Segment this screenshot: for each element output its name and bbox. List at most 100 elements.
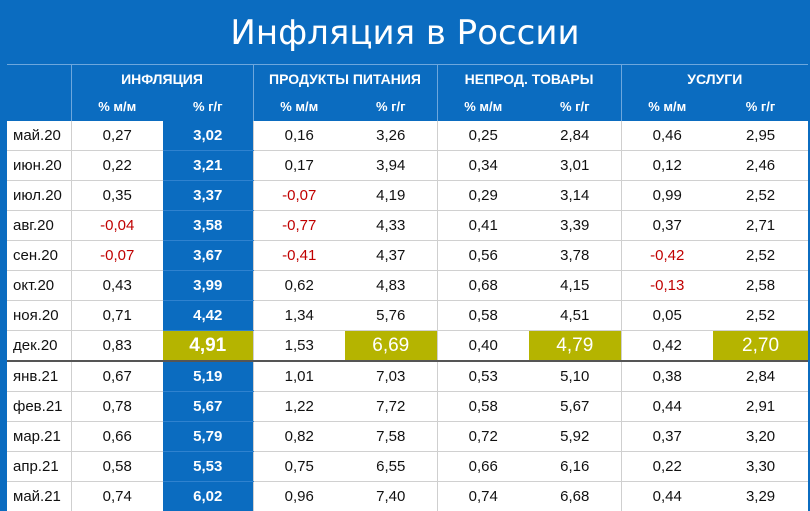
value-cell: 1,34: [253, 301, 345, 331]
inflation-table: ИНФЛЯЦИЯ ПРОДУКТЫ ПИТАНИЯ НЕПРОД. ТОВАРЫ…: [7, 64, 808, 511]
value-cell: 0,17: [253, 151, 345, 181]
row-label: ноя.20: [7, 301, 71, 331]
value-cell: 0,43: [71, 271, 163, 301]
value-cell: 2,58: [713, 271, 808, 301]
value-cell: 5,19: [163, 361, 253, 392]
value-cell: 6,02: [163, 482, 253, 511]
value-cell: -0,07: [71, 241, 163, 271]
sub-header-row: % м/м % г/г % м/м % г/г % м/м % г/г % м/…: [7, 92, 808, 121]
value-cell: 6,16: [529, 452, 621, 482]
value-cell: 0,74: [437, 482, 529, 511]
value-cell: 0,37: [621, 211, 713, 241]
value-cell: 0,53: [437, 361, 529, 392]
value-cell: 3,37: [163, 181, 253, 211]
sub-header-cell: % м/м: [253, 92, 345, 121]
value-cell: 4,79: [529, 331, 621, 362]
value-cell: 3,39: [529, 211, 621, 241]
value-cell: 5,10: [529, 361, 621, 392]
group-header-services: УСЛУГИ: [621, 65, 808, 93]
value-cell: -0,07: [253, 181, 345, 211]
group-header-row: ИНФЛЯЦИЯ ПРОДУКТЫ ПИТАНИЯ НЕПРОД. ТОВАРЫ…: [7, 65, 808, 93]
value-cell: 4,91: [163, 331, 253, 362]
value-cell: -0,41: [253, 241, 345, 271]
value-cell: 3,29: [713, 482, 808, 511]
value-cell: 6,55: [345, 452, 437, 482]
group-header-nonfood: НЕПРОД. ТОВАРЫ: [437, 65, 621, 93]
value-cell: 0,44: [621, 482, 713, 511]
row-label: окт.20: [7, 271, 71, 301]
row-label: авг.20: [7, 211, 71, 241]
value-cell: 0,83: [71, 331, 163, 362]
value-cell: 0,99: [621, 181, 713, 211]
value-cell: 3,14: [529, 181, 621, 211]
value-cell: 5,92: [529, 422, 621, 452]
value-cell: 0,44: [621, 392, 713, 422]
value-cell: 0,22: [71, 151, 163, 181]
row-label: дек.20: [7, 331, 71, 362]
value-cell: 6,69: [345, 331, 437, 362]
value-cell: 0,25: [437, 121, 529, 151]
value-cell: 0,40: [437, 331, 529, 362]
value-cell: 2,52: [713, 301, 808, 331]
value-cell: 5,79: [163, 422, 253, 452]
value-cell: 5,67: [529, 392, 621, 422]
value-cell: 1,53: [253, 331, 345, 362]
row-label: июн.20: [7, 151, 71, 181]
value-cell: 2,84: [529, 121, 621, 151]
value-cell: 3,99: [163, 271, 253, 301]
value-cell: -0,04: [71, 211, 163, 241]
value-cell: 0,41: [437, 211, 529, 241]
row-label: янв.21: [7, 361, 71, 392]
sub-header-cell: % м/м: [437, 92, 529, 121]
value-cell: 5,67: [163, 392, 253, 422]
corner-cell: [7, 65, 71, 93]
value-cell: 0,67: [71, 361, 163, 392]
value-cell: -0,42: [621, 241, 713, 271]
page-title: Инфляция в России: [0, 0, 810, 64]
sub-header-cell: % г/г: [345, 92, 437, 121]
value-cell: 0,46: [621, 121, 713, 151]
value-cell: 2,91: [713, 392, 808, 422]
value-cell: 4,83: [345, 271, 437, 301]
value-cell: 0,34: [437, 151, 529, 181]
sub-header-cell: % г/г: [529, 92, 621, 121]
value-cell: 7,58: [345, 422, 437, 452]
value-cell: 4,37: [345, 241, 437, 271]
value-cell: 4,51: [529, 301, 621, 331]
value-cell: 3,01: [529, 151, 621, 181]
value-cell: 0,78: [71, 392, 163, 422]
value-cell: 0,74: [71, 482, 163, 511]
row-label: май.20: [7, 121, 71, 151]
value-cell: 0,58: [437, 301, 529, 331]
row-label: фев.21: [7, 392, 71, 422]
group-header-food: ПРОДУКТЫ ПИТАНИЯ: [253, 65, 437, 93]
value-cell: 3,30: [713, 452, 808, 482]
value-cell: 0,16: [253, 121, 345, 151]
sub-header-cell: % г/г: [713, 92, 808, 121]
value-cell: 0,62: [253, 271, 345, 301]
value-cell: 0,96: [253, 482, 345, 511]
value-cell: 0,42: [621, 331, 713, 362]
row-label: мар.21: [7, 422, 71, 452]
value-cell: 2,46: [713, 151, 808, 181]
value-cell: 0,56: [437, 241, 529, 271]
value-cell: 4,19: [345, 181, 437, 211]
value-cell: 4,42: [163, 301, 253, 331]
value-cell: 0,27: [71, 121, 163, 151]
row-label: сен.20: [7, 241, 71, 271]
value-cell: 3,94: [345, 151, 437, 181]
value-cell: 0,82: [253, 422, 345, 452]
value-cell: 0,66: [437, 452, 529, 482]
value-cell: -0,13: [621, 271, 713, 301]
